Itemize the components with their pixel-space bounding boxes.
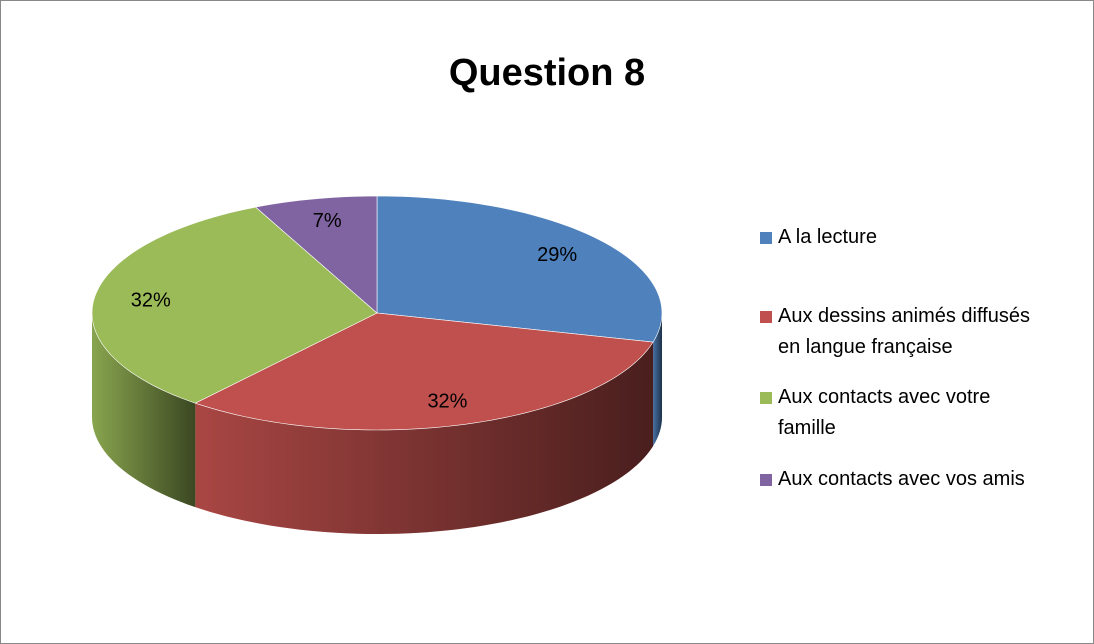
data-label: 32%: [131, 290, 171, 312]
data-label: 32%: [427, 390, 467, 412]
legend-swatch: [760, 311, 772, 323]
pie-side-shade: [653, 313, 662, 447]
legend-item: Aux dessins animés diffusés en langue fr…: [760, 301, 1050, 363]
legend-swatch: [760, 392, 772, 404]
legend-label: A la lecture: [778, 226, 877, 248]
legend-item: Aux contacts avec votre famille: [760, 382, 1050, 444]
legend-swatch: [760, 474, 772, 486]
pie-side-shade: [92, 313, 196, 508]
legend-item: A la lecture: [760, 222, 1050, 253]
legend-item: Aux contacts avec vos amis: [760, 464, 1050, 495]
legend-label: Aux contacts avec vos amis: [778, 468, 1025, 490]
pie-side-shade: [195, 342, 654, 534]
legend-label: Aux contacts avec votre famille: [778, 386, 991, 439]
data-label: 29%: [537, 244, 577, 266]
pie-slice: [91, 206, 378, 404]
legend-swatch: [760, 232, 772, 244]
legend-label: Aux dessins animés diffusés en langue fr…: [778, 305, 1030, 358]
pie-slice: [194, 312, 654, 431]
data-label: 7%: [313, 210, 342, 232]
pie-slice: [254, 195, 378, 314]
chart-title: Question 8: [449, 52, 645, 94]
pie-slice: [376, 195, 663, 343]
